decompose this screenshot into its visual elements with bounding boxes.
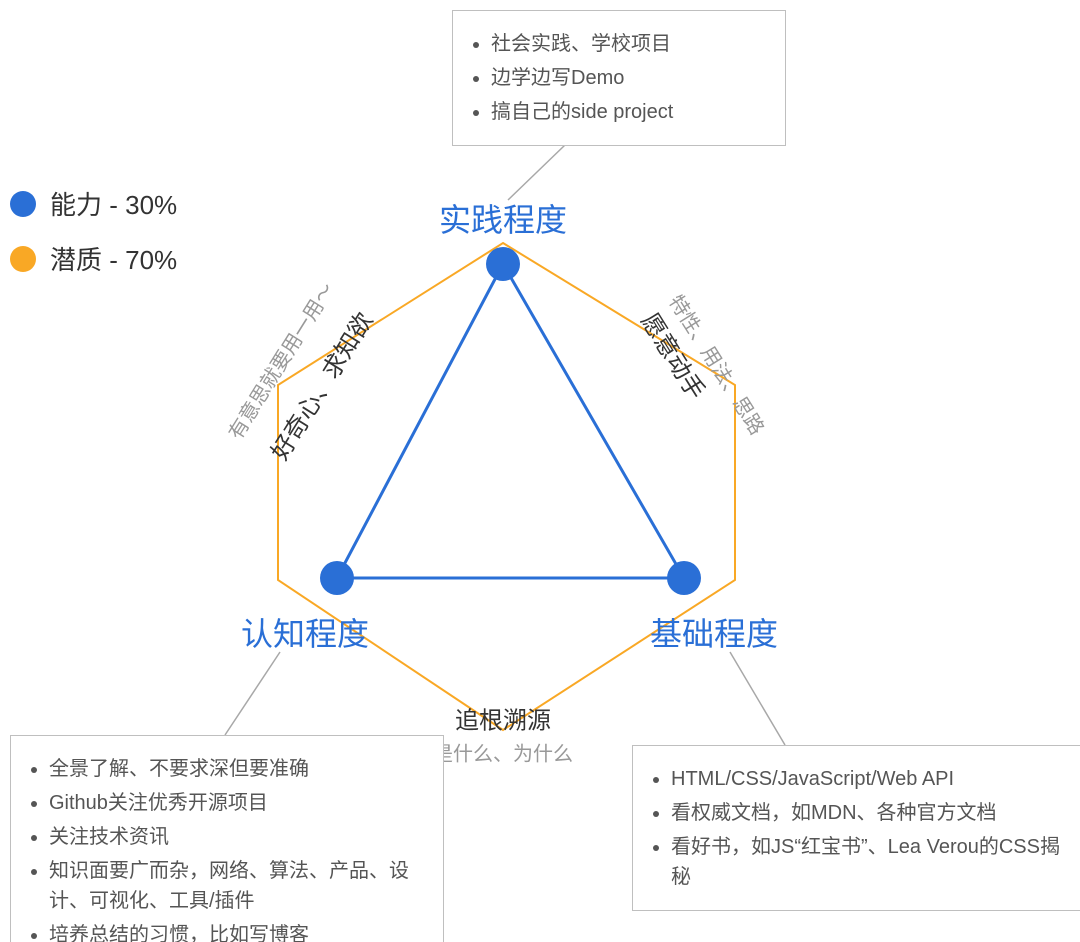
vertex-dot-right <box>667 561 701 595</box>
list-item: Github关注优秀开源项目 <box>49 788 421 818</box>
list-item: 看好书，如JS“红宝书”、Lea Verou的CSS揭秘 <box>671 832 1073 892</box>
connector-left <box>225 652 280 735</box>
callout-top: 社会实践、学校项目 边学边写Demo 搞自己的side project <box>452 10 786 146</box>
callout-right-list: HTML/CSS/JavaScript/Web API 看权威文档，如MDN、各… <box>643 764 1073 892</box>
vertex-label-right: 基础程度 <box>650 609 778 655</box>
callout-right: HTML/CSS/JavaScript/Web API 看权威文档，如MDN、各… <box>632 745 1080 911</box>
callout-left-list: 全景了解、不要求深但要准确 Github关注优秀开源项目 关注技术资讯 知识面要… <box>21 754 421 942</box>
list-item: 边学边写Demo <box>491 63 763 93</box>
vertex-dot-left <box>320 561 354 595</box>
list-item: 培养总结的习惯，比如写博客 <box>49 920 421 942</box>
triangle-outline <box>337 264 684 578</box>
callout-left: 全景了解、不要求深但要准确 Github关注优秀开源项目 关注技术资讯 知识面要… <box>10 735 444 942</box>
list-item: 全景了解、不要求深但要准确 <box>49 754 421 784</box>
vertex-label-left: 认知程度 <box>241 609 369 655</box>
edge-label-bottom-secondary: 是什么、为什么 <box>433 738 573 767</box>
list-item: HTML/CSS/JavaScript/Web API <box>671 764 1073 794</box>
connector-top <box>508 145 565 200</box>
edge-label-bottom-primary: 追根溯源 <box>455 701 551 736</box>
callout-top-list: 社会实践、学校项目 边学边写Demo 搞自己的side project <box>463 29 763 127</box>
list-item: 搞自己的side project <box>491 97 763 127</box>
vertex-label-top: 实践程度 <box>439 195 567 241</box>
vertex-dot-top <box>486 247 520 281</box>
list-item: 看权威文档，如MDN、各种官方文档 <box>671 798 1073 828</box>
list-item: 知识面要广而杂，网络、算法、产品、设计、可视化、工具/插件 <box>49 856 421 916</box>
list-item: 关注技术资讯 <box>49 822 421 852</box>
connector-right <box>730 652 785 745</box>
list-item: 社会实践、学校项目 <box>491 29 763 59</box>
